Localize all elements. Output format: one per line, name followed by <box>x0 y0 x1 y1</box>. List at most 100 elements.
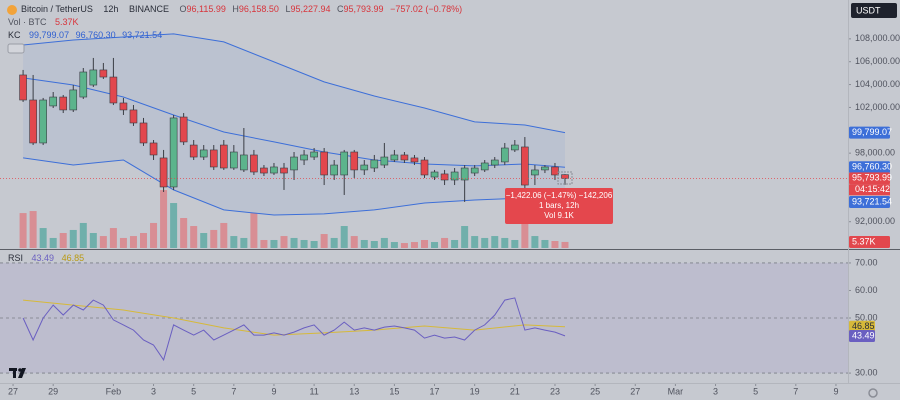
symbol-title[interactable]: Bitcoin / TetherUS <box>21 4 93 14</box>
selection-box <box>557 171 573 185</box>
low-value: 95,227.94 <box>290 4 330 14</box>
close-badge-label: 95,793.99 <box>852 173 892 183</box>
candle-body <box>480 162 489 171</box>
open-value: 96,115.99 <box>186 4 225 14</box>
volume-bar <box>491 236 499 248</box>
y-tick-label: 98,000.00 <box>855 148 895 158</box>
rsi-ma-badge-label: 46.85 <box>852 321 875 331</box>
y-tick-label: 50.00 <box>855 312 878 322</box>
settings-icon[interactable] <box>868 388 878 398</box>
volume-bar <box>531 236 539 248</box>
interval[interactable]: 12h <box>103 4 118 14</box>
rsi-ma-line <box>23 299 566 336</box>
volume-bar <box>79 222 87 248</box>
x-tick-label: 27 <box>630 386 640 396</box>
kc-upper-badge-label: 99,799.07 <box>852 127 892 137</box>
volume-bar <box>280 236 288 248</box>
x-tick-label: 11 <box>309 386 318 396</box>
rsi-title[interactable]: RSI <box>8 253 23 263</box>
x-tick-label: 5 <box>753 386 758 396</box>
volume-bar <box>340 226 348 248</box>
candle-body <box>29 99 37 144</box>
candle-body <box>561 174 569 179</box>
candle-body <box>189 144 198 158</box>
rsi-ma-last: 46.85 <box>62 253 85 263</box>
volume-bar <box>59 233 67 248</box>
rsi-band <box>0 262 848 374</box>
volume-legend: Vol · BTC 5.37K <box>8 17 79 27</box>
volume-bar <box>240 237 248 248</box>
volume-bar <box>170 203 178 248</box>
symbol-icon[interactable] <box>7 5 17 15</box>
volume-bar <box>390 242 398 248</box>
candle-body <box>330 164 338 176</box>
candle-body <box>300 154 308 161</box>
y-tick-label: 108,000.00 <box>855 33 900 43</box>
tooltip-volume: Vol 9.1K <box>544 211 574 220</box>
volume-bar <box>350 236 358 248</box>
y-tick-label: 92,000.00 <box>855 216 895 226</box>
kc-lower-badge-label: 93,721.54 <box>852 196 892 206</box>
kc-middle-badge <box>849 161 890 174</box>
volume-bar <box>441 237 449 248</box>
y-tick-label: 104,000.00 <box>855 79 900 89</box>
kc-upper-badge <box>849 126 890 139</box>
candle-body <box>149 142 158 156</box>
candle-body <box>521 146 529 186</box>
tooltip-change: −1,422.06 (−1.47%) −142,206 <box>506 191 613 200</box>
rsi-badge <box>849 329 875 342</box>
volume-bar <box>521 213 529 248</box>
volume-bar <box>180 218 188 248</box>
x-tick-label: 13 <box>349 386 359 396</box>
kc-lower-line <box>23 157 566 216</box>
volume-bar <box>160 190 168 248</box>
rsi-line <box>22 297 566 362</box>
candle-body <box>340 151 349 176</box>
kc-lower-badge <box>849 196 890 209</box>
x-tick-label: 15 <box>389 386 399 396</box>
volume-bar <box>150 222 158 248</box>
candle-body <box>109 76 118 104</box>
kc-middle-badge-label: 96,760.30 <box>852 162 892 172</box>
candle-body <box>169 117 178 188</box>
volume-bar <box>140 233 148 248</box>
candle-body <box>270 166 278 174</box>
candle-body <box>230 151 238 169</box>
kc-name[interactable]: KC <box>8 30 21 40</box>
candle-body <box>89 69 98 86</box>
kc-legend: KC 99,799.07 96,760.30 93,721.54 <box>8 30 162 40</box>
tradingview-logo[interactable] <box>9 368 26 378</box>
volume-bar <box>290 237 298 248</box>
volume-name[interactable]: Vol · BTC <box>8 17 47 27</box>
candle-body <box>250 154 258 173</box>
x-tick-label: 19 <box>470 386 480 396</box>
candle-body <box>69 89 78 111</box>
volume-bar <box>561 241 569 248</box>
candle-body <box>139 122 148 144</box>
candle-body <box>531 169 539 176</box>
high-value: 96,158.50 <box>239 4 279 14</box>
kc-fill <box>23 33 566 216</box>
candle-body <box>360 164 369 171</box>
candle-body <box>440 173 449 181</box>
currency-button[interactable] <box>851 3 897 18</box>
volume-bar <box>39 228 47 248</box>
rsi-badge-label: 43.49 <box>852 330 875 340</box>
volume-bar <box>260 239 268 248</box>
candle-body <box>310 151 318 158</box>
plot-layer: 108,000.00 106,000.00 104,000.00 102,000.00… <box>0 33 900 396</box>
rsi-legend: RSI 43.49 46.85 <box>8 253 84 263</box>
kc-middle-last: 96,760.30 <box>76 30 116 40</box>
rsi-last: 43.49 <box>32 253 55 263</box>
candle-body <box>370 159 379 169</box>
volume-bar <box>320 234 328 248</box>
volume-bar <box>190 226 198 248</box>
x-tick-label: Mar <box>668 386 684 396</box>
candle-body <box>450 171 459 181</box>
volume-bar <box>119 237 127 248</box>
volume-bar <box>109 228 117 248</box>
legend-collapse-button[interactable] <box>7 43 25 54</box>
volume-bar <box>370 241 378 248</box>
volume-bar <box>461 226 469 248</box>
